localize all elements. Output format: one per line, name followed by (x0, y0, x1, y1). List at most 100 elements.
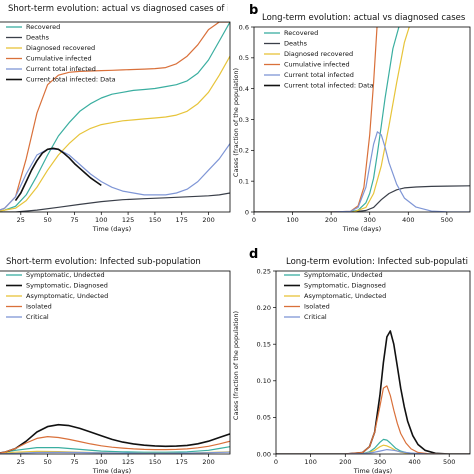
x-tick-label: 100 (95, 216, 107, 224)
legend-entry: Current total infected (284, 71, 354, 79)
series-lines (0, 423, 230, 454)
series-line-5 (254, 131, 470, 212)
x-tick-label: 125 (122, 458, 134, 466)
x-tick-label: 100 (286, 216, 298, 224)
x-tick-label: 200 (339, 458, 351, 466)
x-tick-label: 125 (122, 216, 134, 224)
legend-entry: Current total infected: Data (26, 76, 116, 84)
y-tick-label: 0.4 (239, 85, 249, 93)
legend-entry: Symptomatic, Diagnosed (304, 282, 386, 290)
chart-panel-2: 0 100 200 300 400 500 0 0.1 0.2 0.3 0.4 0.5 0.6 Time … (232, 3, 474, 233)
x-tick-label: 100 (304, 458, 316, 466)
x-tick-label: 500 (443, 458, 455, 466)
y-axis-label: Cases (fraction of the population) (232, 68, 240, 177)
legend-entry: Cumulative infected (26, 55, 92, 63)
series-line-1 (0, 22, 230, 212)
y-tick-label: 0.10 (257, 377, 271, 385)
plot-frame (0, 21, 231, 213)
x-tick-label: 175 (176, 458, 188, 466)
legend: Recovered Deaths Diagnosed recovered Cumula… (6, 23, 116, 84)
series-line-1 (0, 446, 230, 454)
y-tick-label: 0.15 (257, 341, 271, 349)
y-axis-label: Cases (fraction of the population) (232, 311, 240, 420)
legend-entry: Cumulative infected (284, 61, 350, 69)
y-tick-label: 0.3 (239, 116, 249, 124)
chart-title: Short-term evolution: actual vs diagnose… (8, 4, 264, 14)
chart-panel-3: 25 50 75 100 125 150 175 200 Time (days) Short-te… (0, 257, 231, 474)
legend-entry: Recovered (26, 23, 60, 31)
x-tick-label: 400 (402, 216, 414, 224)
series-lines (0, 22, 230, 212)
chart-title: Short-term evolution: Infected sub-popul… (6, 257, 201, 267)
plot-frame (275, 270, 471, 455)
chart-panel-1: 25 50 75 100 125 150 175 200 Time (days) Short-te… (0, 4, 264, 233)
x-tick-label: 25 (17, 216, 25, 224)
x-tick-label: 300 (364, 216, 376, 224)
series-line-4 (276, 385, 470, 454)
x-axis-label: Time (days) (92, 467, 131, 474)
legend-entry: Asymptomatic, Undected (26, 292, 108, 300)
legend-entry: Symptomatic, Undected (304, 271, 383, 279)
y-tick-label: 0.05 (257, 414, 271, 422)
legend-entry: Symptomatic, Diagnosed (26, 282, 108, 290)
x-tick-label: 50 (43, 458, 51, 466)
x-tick-label: 200 (202, 458, 214, 466)
x-tick-label: 175 (176, 216, 188, 224)
legend-entry: Current total infected: Data (284, 82, 374, 90)
series-line-3 (0, 55, 230, 212)
plot-frame (0, 270, 231, 455)
x-tick-label: 75 (70, 458, 78, 466)
legend-entry: Critical (304, 313, 327, 321)
y-tick-label: 0.6 (239, 23, 249, 31)
legend: Symptomatic, Undected Symptomatic, Diagno… (6, 271, 108, 321)
legend-entry: Deaths (26, 34, 50, 42)
x-tick-label: 25 (17, 458, 25, 466)
x-axis-label: Time (days) (353, 467, 392, 474)
x-tick-label: 500 (441, 216, 453, 224)
x-tick-label: 0 (252, 216, 256, 224)
x-tick-label: 50 (43, 216, 51, 224)
x-axis-label: Time (days) (92, 225, 131, 233)
legend-entry: Diagnosed recovered (284, 50, 353, 58)
series-line-1 (276, 438, 470, 454)
series-line-5 (0, 451, 230, 454)
legend-entry: Deaths (284, 40, 308, 48)
y-tick-label: 0.00 (257, 450, 271, 458)
legend-entry: Symptomatic, Undected (26, 271, 105, 279)
legend-entry: Isolated (26, 303, 52, 311)
series-line-4 (0, 436, 230, 454)
legend: Symptomatic, Undected Symptomatic, Diagno… (284, 271, 386, 321)
series-line-6 (14, 147, 102, 202)
panel-letter: b (249, 3, 258, 18)
y-tick-label: 0.25 (257, 267, 271, 275)
series-line-5 (0, 143, 230, 211)
y-tick-label: 0.5 (239, 54, 249, 62)
x-tick-label: 150 (149, 458, 161, 466)
x-tick-label: 0 (274, 458, 278, 466)
series-line-3 (254, 27, 410, 212)
x-tick-label: 200 (202, 216, 214, 224)
chart-title: Long-term evolution: actual vs diagnosed… (262, 13, 474, 23)
legend-entry: Isolated (304, 303, 330, 311)
x-tick-label: 75 (70, 216, 78, 224)
x-tick-label: 150 (149, 216, 161, 224)
x-tick-label: 300 (374, 458, 386, 466)
series-line-4 (0, 22, 230, 211)
legend-entry: Recovered (284, 29, 318, 37)
legend: Recovered Deaths Diagnosed recovered Cumula… (264, 29, 374, 90)
x-tick-label: 200 (325, 216, 337, 224)
series-line-2 (0, 423, 230, 454)
legend-entry: Diagnosed recovered (26, 44, 95, 52)
y-tick-label: 0.20 (257, 304, 271, 312)
chart-panel-4: 0 100 200 300 400 500 0.00 0.05 0.10 0.15 0.20 0.25… (232, 247, 474, 474)
series-line-2 (0, 192, 230, 212)
legend-entry: Critical (26, 313, 49, 321)
x-axis-label: Time (days) (342, 225, 381, 233)
legend-entry: Asymptomatic, Undected (304, 292, 386, 300)
series-lines (276, 330, 470, 454)
chart-title: Long-term evolution: Infected sub-popula… (286, 257, 474, 267)
panel-letter: d (249, 247, 258, 262)
legend-entry: Current total infected (26, 65, 96, 73)
x-tick-label: 100 (95, 458, 107, 466)
